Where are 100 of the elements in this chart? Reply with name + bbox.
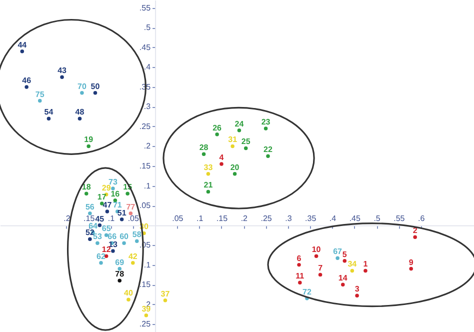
y-tick-label: .05 <box>139 201 152 210</box>
x-tick-label: .3 <box>285 214 292 223</box>
x-tick-label: .1 <box>108 214 116 223</box>
annotation: 75 <box>35 90 45 99</box>
annotation: 52 <box>85 228 95 238</box>
annotation: 34 <box>348 260 358 269</box>
point <box>297 262 301 267</box>
annotation: 19 <box>84 135 94 144</box>
y-tick-label: .25 <box>139 122 152 131</box>
annotation: 60 <box>120 232 130 242</box>
annotation: 1 <box>363 260 368 269</box>
point <box>206 190 210 194</box>
point <box>24 85 28 89</box>
y-tick-label: .45 <box>139 42 152 52</box>
point <box>96 241 100 245</box>
annotation: 5 <box>342 250 348 259</box>
x-tick-label: .25 <box>260 214 272 223</box>
x-tick-label: .35 <box>305 214 317 223</box>
x-tick-label: .4 <box>329 214 337 223</box>
point <box>232 172 237 176</box>
annotation: 40 <box>124 288 134 298</box>
annotation: 14 <box>338 274 348 283</box>
annotation: 67 <box>333 247 343 256</box>
point <box>46 116 51 120</box>
point <box>120 217 124 222</box>
annotation: 4 <box>219 153 224 162</box>
point <box>60 75 64 79</box>
point <box>20 50 24 54</box>
y-tick-label: .1 <box>144 260 152 270</box>
annotation: 16 <box>110 189 120 198</box>
annotation: 69 <box>115 258 125 267</box>
point <box>318 272 322 277</box>
point <box>355 294 359 298</box>
annotation: 18 <box>82 182 92 192</box>
y-tick-label: .15 <box>139 280 152 290</box>
x-tick-label: .05 <box>128 214 140 223</box>
point <box>122 241 126 245</box>
point <box>38 98 42 103</box>
point <box>350 268 354 273</box>
annotation: 46 <box>22 76 32 85</box>
x-tick-label: .6 <box>418 214 426 223</box>
annotation: 42 <box>128 252 138 261</box>
annotation: 6 <box>296 254 302 263</box>
annotation: 22 <box>264 145 274 154</box>
annotation: 28 <box>199 143 209 152</box>
annotation: 51 <box>117 208 127 218</box>
y-tick-label: .2 <box>144 142 152 151</box>
annotation: 66 <box>108 232 118 242</box>
annotation: 37 <box>160 289 170 298</box>
annotation: 33 <box>204 162 214 172</box>
point <box>131 260 135 265</box>
point <box>220 162 224 166</box>
annotation: 56 <box>85 202 95 212</box>
y-tick-label: .15 <box>139 162 152 170</box>
x-tick-label: .2 <box>64 214 71 223</box>
point <box>206 172 210 176</box>
point <box>78 116 82 120</box>
y-tick-label: .55 <box>139 3 152 12</box>
annotation: 53 <box>93 232 102 242</box>
annotation: 77 <box>126 202 136 212</box>
x-tick-label: .05 <box>172 214 184 223</box>
annotation: 26 <box>212 123 222 132</box>
x-tick-label: .55 <box>394 214 406 223</box>
annotation: 29 <box>102 183 112 192</box>
annotation: 24 <box>234 119 244 128</box>
point <box>111 249 115 253</box>
point <box>126 298 130 302</box>
point <box>98 223 102 228</box>
annotation: 2 <box>412 226 418 236</box>
x-tick-label: .15 <box>216 214 228 223</box>
point <box>409 266 413 271</box>
annotation: 65 <box>102 224 112 234</box>
point <box>230 144 234 148</box>
annotation: 25 <box>241 137 251 146</box>
point <box>364 268 368 273</box>
annotation: 54 <box>44 108 54 117</box>
point <box>266 154 270 158</box>
annotation: 62 <box>96 252 106 261</box>
annotation: 58 <box>132 230 142 240</box>
point <box>314 254 318 258</box>
point <box>237 128 242 132</box>
annotation: 11 <box>296 272 305 281</box>
annotation: 50 <box>90 82 100 91</box>
point <box>163 298 168 302</box>
point <box>105 210 110 214</box>
point <box>84 192 88 196</box>
point <box>126 192 130 196</box>
point <box>202 152 206 156</box>
annotation: 47 <box>102 200 112 210</box>
point <box>135 239 139 243</box>
point <box>342 258 347 263</box>
point <box>413 235 417 240</box>
point <box>88 237 92 241</box>
annotation: 72 <box>302 287 312 296</box>
point <box>80 91 84 95</box>
annotation: 71 <box>112 200 122 210</box>
annotation: 3 <box>354 284 360 294</box>
annotation: 64 <box>88 221 98 230</box>
point <box>336 256 340 260</box>
x-tick-label: .5 <box>374 214 381 223</box>
